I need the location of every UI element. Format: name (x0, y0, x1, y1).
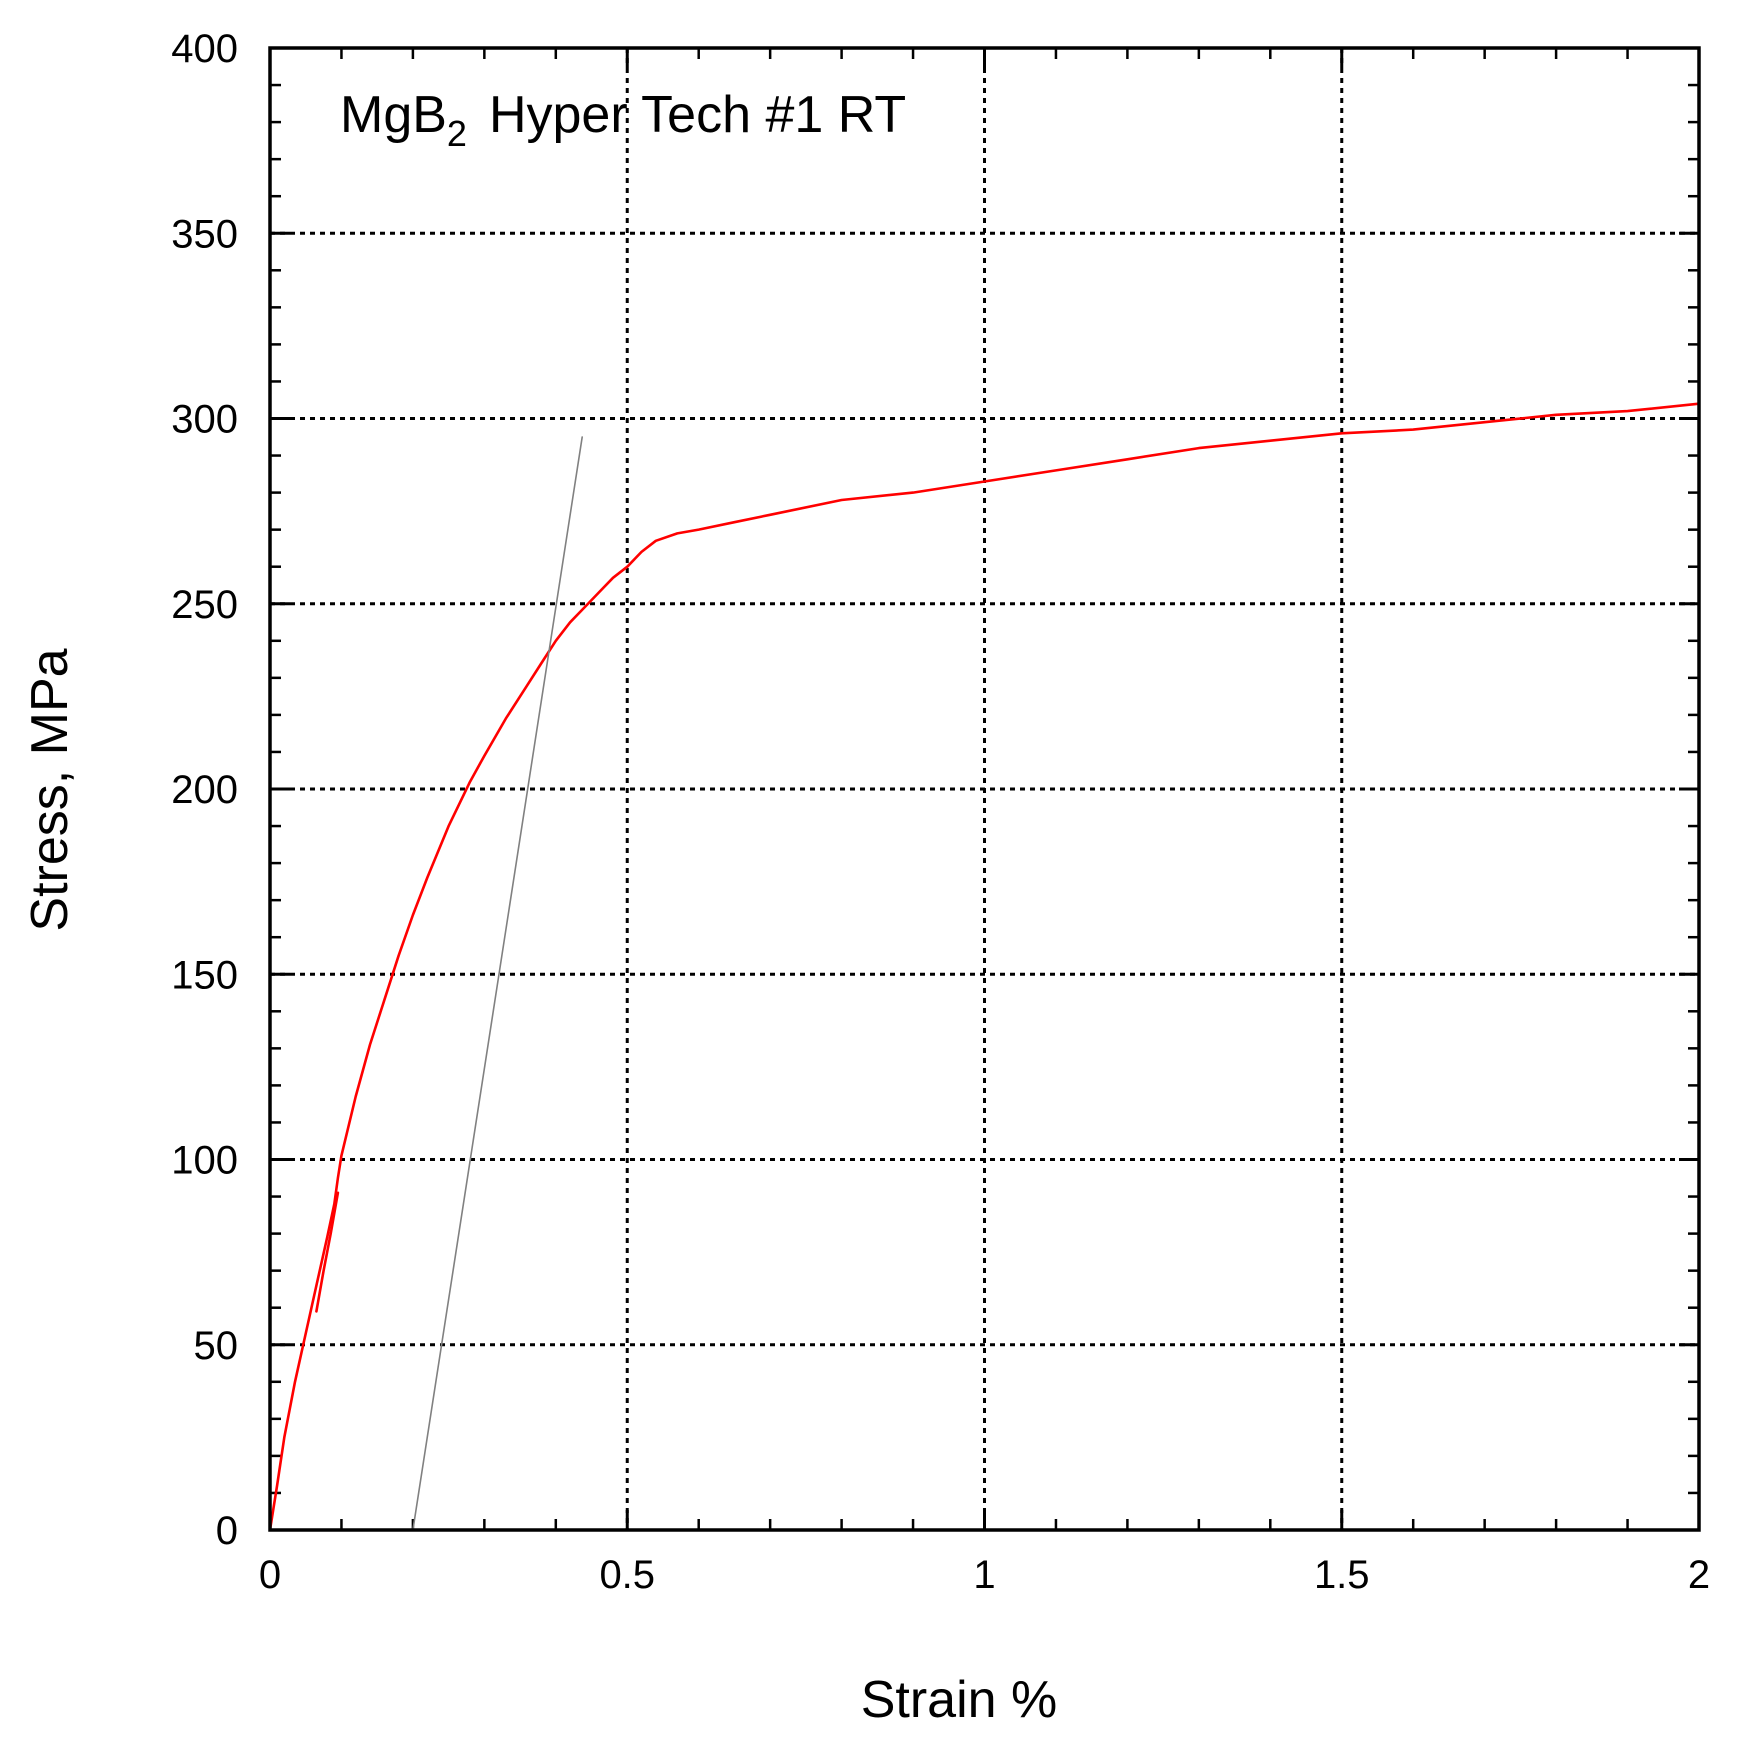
y-tick-label: 200 (171, 768, 238, 812)
y-tick-label: 50 (194, 1324, 239, 1368)
y-tick-label: 250 (171, 583, 238, 627)
label-layer: 0 0.5 1 1.5 2 0 50 100 150 200 250 300 350 400 (171, 27, 1710, 1597)
series-line-offset-line (412, 436, 584, 1531)
y-tick-label: 400 (171, 27, 238, 71)
series-line-unloading-segment (315, 1191, 340, 1313)
x-axis-title: Strain % (861, 1671, 1058, 1729)
x-tick-label: 1 (973, 1553, 995, 1597)
chart-title-subscript: 2 (447, 113, 467, 154)
x-tick-label: 0.5 (599, 1553, 655, 1597)
series-layer (268, 402, 1701, 1532)
x-tick-label: 0 (259, 1553, 281, 1597)
y-tick-label: 0 (216, 1509, 238, 1553)
x-tick-label: 1.5 (1314, 1553, 1370, 1597)
chart-title-main: MgB (340, 86, 447, 144)
plot-frame (268, 46, 1701, 1532)
y-tick-label: 300 (171, 398, 238, 442)
chart-title-rest: Hyper Tech #1 RT (489, 86, 906, 144)
y-tick-label: 150 (171, 953, 238, 997)
chart-title: MgB2 Hyper Tech #1 RT (340, 86, 906, 154)
series-line-stress-strain-curve (268, 402, 1701, 1532)
y-tick-label: 100 (171, 1139, 238, 1183)
y-tick-label: 350 (171, 212, 238, 256)
x-tick-label: 2 (1688, 1553, 1710, 1597)
grid-layer (270, 48, 1699, 1530)
y-axis-title: Stress, MPa (21, 648, 79, 931)
